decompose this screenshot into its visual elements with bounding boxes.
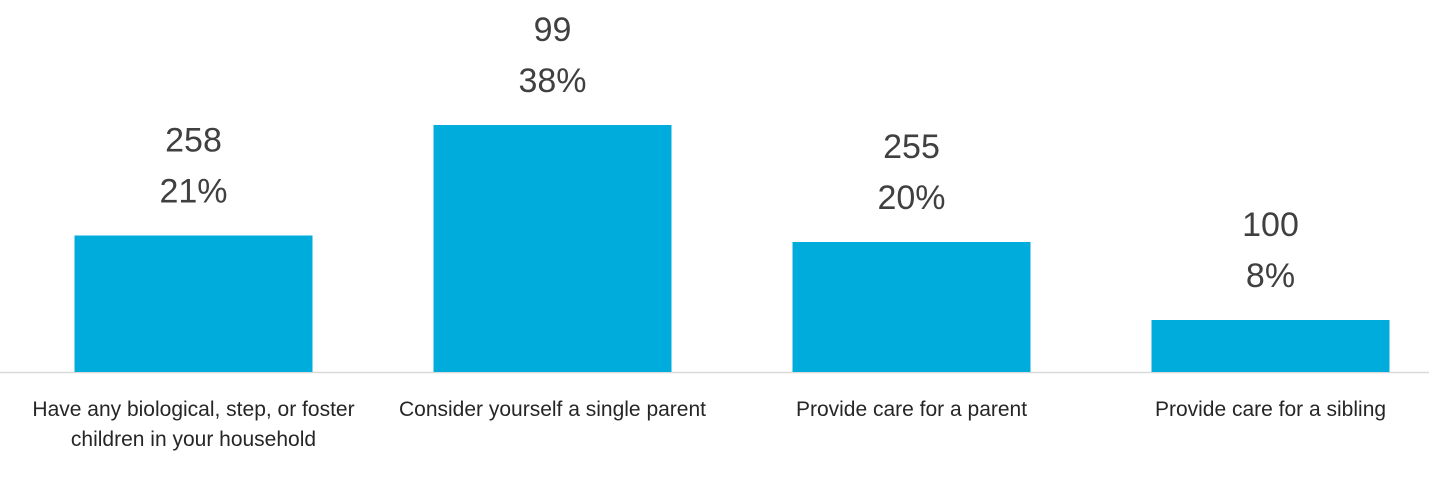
count-label: 100 — [1242, 206, 1299, 244]
count-label: 99 — [534, 11, 572, 49]
bar — [1151, 320, 1390, 372]
category-label: Consider yourself a single parent — [398, 398, 706, 421]
value-label: 20% — [877, 179, 945, 217]
bar — [74, 235, 313, 372]
value-label: 8% — [1246, 257, 1295, 295]
category-label: Provide care for a parent — [795, 398, 1028, 421]
category-label: Have any biological, step, or foster chi… — [32, 398, 355, 451]
count-label: 255 — [883, 128, 940, 166]
category-label: Provide care for a sibling — [1154, 398, 1387, 421]
count-label: 258 — [165, 121, 222, 159]
value-label: 21% — [159, 172, 227, 210]
bar — [433, 125, 672, 372]
bar — [792, 242, 1031, 372]
value-label: 38% — [518, 62, 586, 100]
